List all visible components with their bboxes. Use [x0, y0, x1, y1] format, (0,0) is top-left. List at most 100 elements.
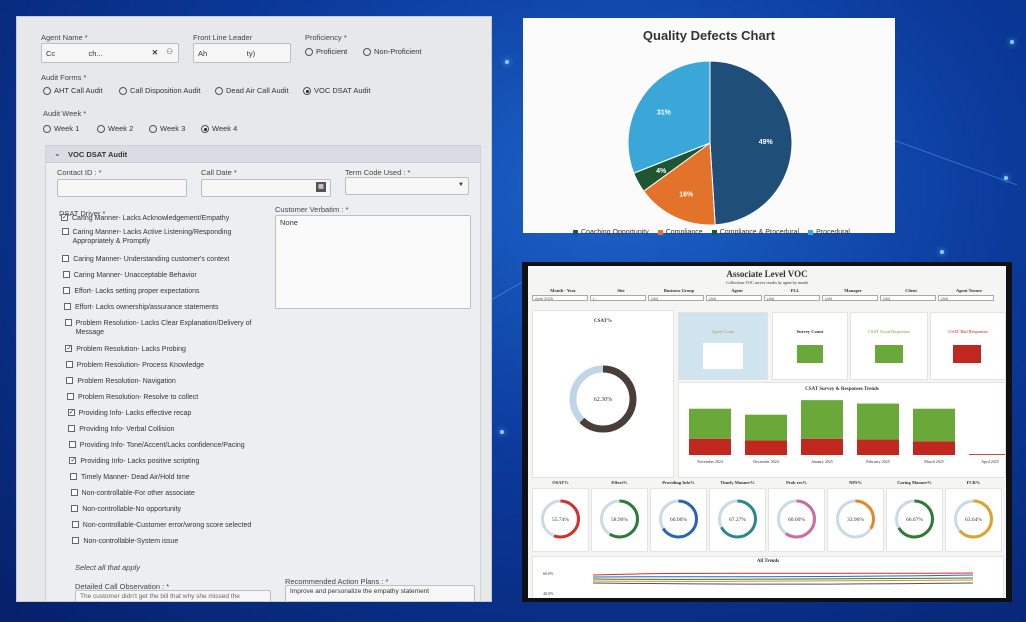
dsat-driver-option[interactable]: Non-controllable-No opportunity [71, 505, 281, 514]
trend-line [592, 572, 974, 576]
legend-swatch [808, 229, 814, 235]
csat-good-bar [875, 345, 903, 363]
checkbox-checked-icon[interactable]: ✓ [65, 345, 73, 352]
dsat-driver-option[interactable]: Effort- Lacks ownership/assurance statem… [64, 303, 274, 312]
voc-dsat-radio[interactable]: VOC DSAT Audit [303, 86, 370, 96]
dsat-driver-option[interactable]: Problem Resolution- Lacks Clear Explanat… [64, 319, 275, 337]
metric-gauge: 63.64% [954, 499, 993, 539]
dsat-driver-label: Problem Resolution- Process Knowledge [76, 362, 205, 369]
checkbox-icon[interactable] [63, 287, 71, 294]
dsat-driver-option[interactable]: Timely Manner- Dead Air/Hold time [70, 473, 280, 482]
non-proficient-radio[interactable]: Non-Proficient [363, 47, 422, 57]
call-disposition-radio[interactable]: Call Disposition Audit [119, 86, 200, 96]
checkbox-icon[interactable] [64, 303, 71, 310]
term-code-label: Term Code Used : * [345, 168, 411, 177]
filter-select[interactable]: April 2025 [532, 295, 588, 301]
dsat-driver-option[interactable]: Non-controllable-For other associate [70, 489, 281, 498]
filter-select[interactable]: (All) [648, 295, 704, 301]
all-trends-svg [592, 572, 974, 585]
checkbox-icon[interactable] [62, 271, 70, 278]
checkbox-icon[interactable] [71, 505, 79, 512]
metric-gauge-label: OSAT% [552, 480, 569, 485]
checkbox-icon[interactable] [62, 255, 70, 262]
proficient-radio[interactable]: Proficient [305, 47, 347, 57]
dsat-driver-option[interactable]: ✓ Problem Resolution- Lacks Probing [65, 345, 275, 354]
call-date-input[interactable]: ▦ [201, 179, 331, 197]
checkbox-icon[interactable] [68, 425, 76, 432]
dsat-driver-label: Problem Resolution- Lacks Probing [76, 346, 186, 353]
aht-call-audit-radio[interactable]: AHT Call Audit [43, 86, 103, 96]
checkbox-icon[interactable] [70, 489, 78, 496]
dsat-driver-option[interactable]: Problem Resolution- Resolve to collect [67, 393, 277, 402]
week-1-label: Week 1 [54, 124, 80, 133]
checkbox-icon[interactable] [65, 361, 73, 368]
calendar-icon[interactable]: ▦ [316, 182, 326, 192]
trend-line [592, 577, 974, 580]
week-1-radio[interactable]: Week 1 [43, 124, 80, 134]
checkbox-checked-icon[interactable]: ✓ [61, 214, 68, 221]
radio-icon [43, 125, 51, 134]
dsat-driver-option[interactable]: ✓ Providing Info- Lacks positive scriptin… [69, 457, 279, 466]
metric-gauge-card: Providing Info% 66.06% [650, 480, 707, 552]
dsat-driver-option[interactable]: ✓ Caring Manner- Lacks Acknowledgement/Em… [61, 214, 271, 223]
dsat-driver-option[interactable]: Caring Manner- Lacks Active Listening/Re… [61, 228, 272, 246]
dsat-driver-option[interactable]: Caring Manner- Unacceptable Behavior [62, 271, 273, 280]
checkbox-icon[interactable] [70, 473, 77, 480]
agent-name-field[interactable]: Cc ch... ✕ ⚇ [41, 43, 179, 63]
dsat-driver-option[interactable]: Non-controllable-Customer error/wrong sc… [71, 521, 282, 530]
trend-bar-svg: November 2024 December 2024 January 2025 Fe… [689, 400, 1005, 464]
filter-select[interactable]: (... [590, 295, 646, 301]
dsat-driver-option[interactable]: Problem Resolution- Navigation [66, 377, 276, 386]
dsat-driver-option[interactable]: Providing Info- Tone/Accent/Lacks confid… [68, 441, 279, 450]
filter-label: Site [617, 288, 625, 293]
filter-select[interactable]: (All) [706, 295, 762, 301]
dsat-driver-label: Non-controllable-System issue [83, 538, 179, 545]
dsat-driver-option[interactable]: Caring Manner- Understanding customer's … [62, 255, 272, 264]
pie-chart-svg: 49% 16% 4% 31% [627, 60, 793, 226]
legend-swatch [573, 229, 578, 235]
checkbox-checked-icon[interactable]: ✓ [67, 409, 75, 416]
radio-icon [215, 87, 223, 96]
term-code-select[interactable]: ▼ [345, 177, 469, 195]
dsat-driver-label: Providing Info- Verbal Collision [79, 426, 175, 433]
filter-select[interactable]: (All) [938, 295, 994, 301]
dsat-driver-option[interactable]: Effort- Lacks setting proper expectation… [63, 287, 273, 296]
filter-label: Agent Tenure [955, 288, 983, 293]
dead-air-radio[interactable]: Dead Air Call Audit [215, 86, 289, 96]
bar-category-label: February 2025 [866, 459, 889, 464]
dsat-driver-label: Providing Info- Lacks positive scripting [80, 458, 200, 465]
gauge-value: 60.00% [788, 517, 805, 523]
dsat-driver-option[interactable]: Providing Info- Verbal Collision [68, 425, 278, 434]
clear-icon[interactable]: ✕ [151, 48, 158, 57]
week-4-radio[interactable]: Week 4 [201, 124, 237, 134]
trend-line [592, 582, 974, 585]
customer-verbatim-textarea[interactable]: None [275, 215, 471, 309]
checkbox-icon[interactable] [67, 393, 74, 400]
filter-select[interactable]: (All) [764, 295, 820, 301]
week-3-radio[interactable]: Week 3 [149, 124, 185, 134]
checkbox-icon[interactable] [64, 319, 72, 326]
contact-id-input[interactable] [57, 179, 187, 197]
checkbox-icon[interactable] [68, 441, 76, 448]
filter-select[interactable]: (All) [880, 295, 936, 301]
checkbox-icon[interactable] [72, 537, 80, 544]
dsat-driver-option[interactable]: ✓ Providing Info- Lacks effective recap [67, 409, 278, 418]
pie-slice-label: 16% [679, 191, 694, 198]
gauge-value: 55.74% [552, 517, 569, 523]
section-header[interactable]: ⌄ VOC DSAT Audit [46, 146, 480, 163]
checkbox-icon[interactable] [66, 377, 74, 384]
detailed-observation-textarea[interactable]: The customer didn't get the bill that wh… [75, 590, 271, 601]
week-2-radio[interactable]: Week 2 [97, 124, 133, 134]
checkbox-checked-icon[interactable]: ✓ [69, 457, 77, 464]
metric-gauge-card: FCR% 63.64% [945, 480, 1002, 552]
recommended-actions-textarea[interactable]: Improve and personalize the empathy stat… [285, 585, 475, 601]
checkbox-icon[interactable] [71, 521, 79, 528]
user-search-icon[interactable]: ⚇ [166, 47, 173, 56]
checkbox-icon[interactable] [61, 228, 69, 235]
metric-gauge-label: Caring Manner% [897, 480, 932, 485]
front-line-leader-field[interactable]: Ah ty) [193, 43, 291, 63]
dsat-driver-option[interactable]: Problem Resolution- Process Knowledge [65, 361, 276, 370]
dsat-driver-option[interactable]: Non-controllable-System issue [72, 537, 282, 546]
filter-select[interactable]: (All) [822, 295, 878, 301]
legend-item: Procedural [808, 229, 850, 236]
